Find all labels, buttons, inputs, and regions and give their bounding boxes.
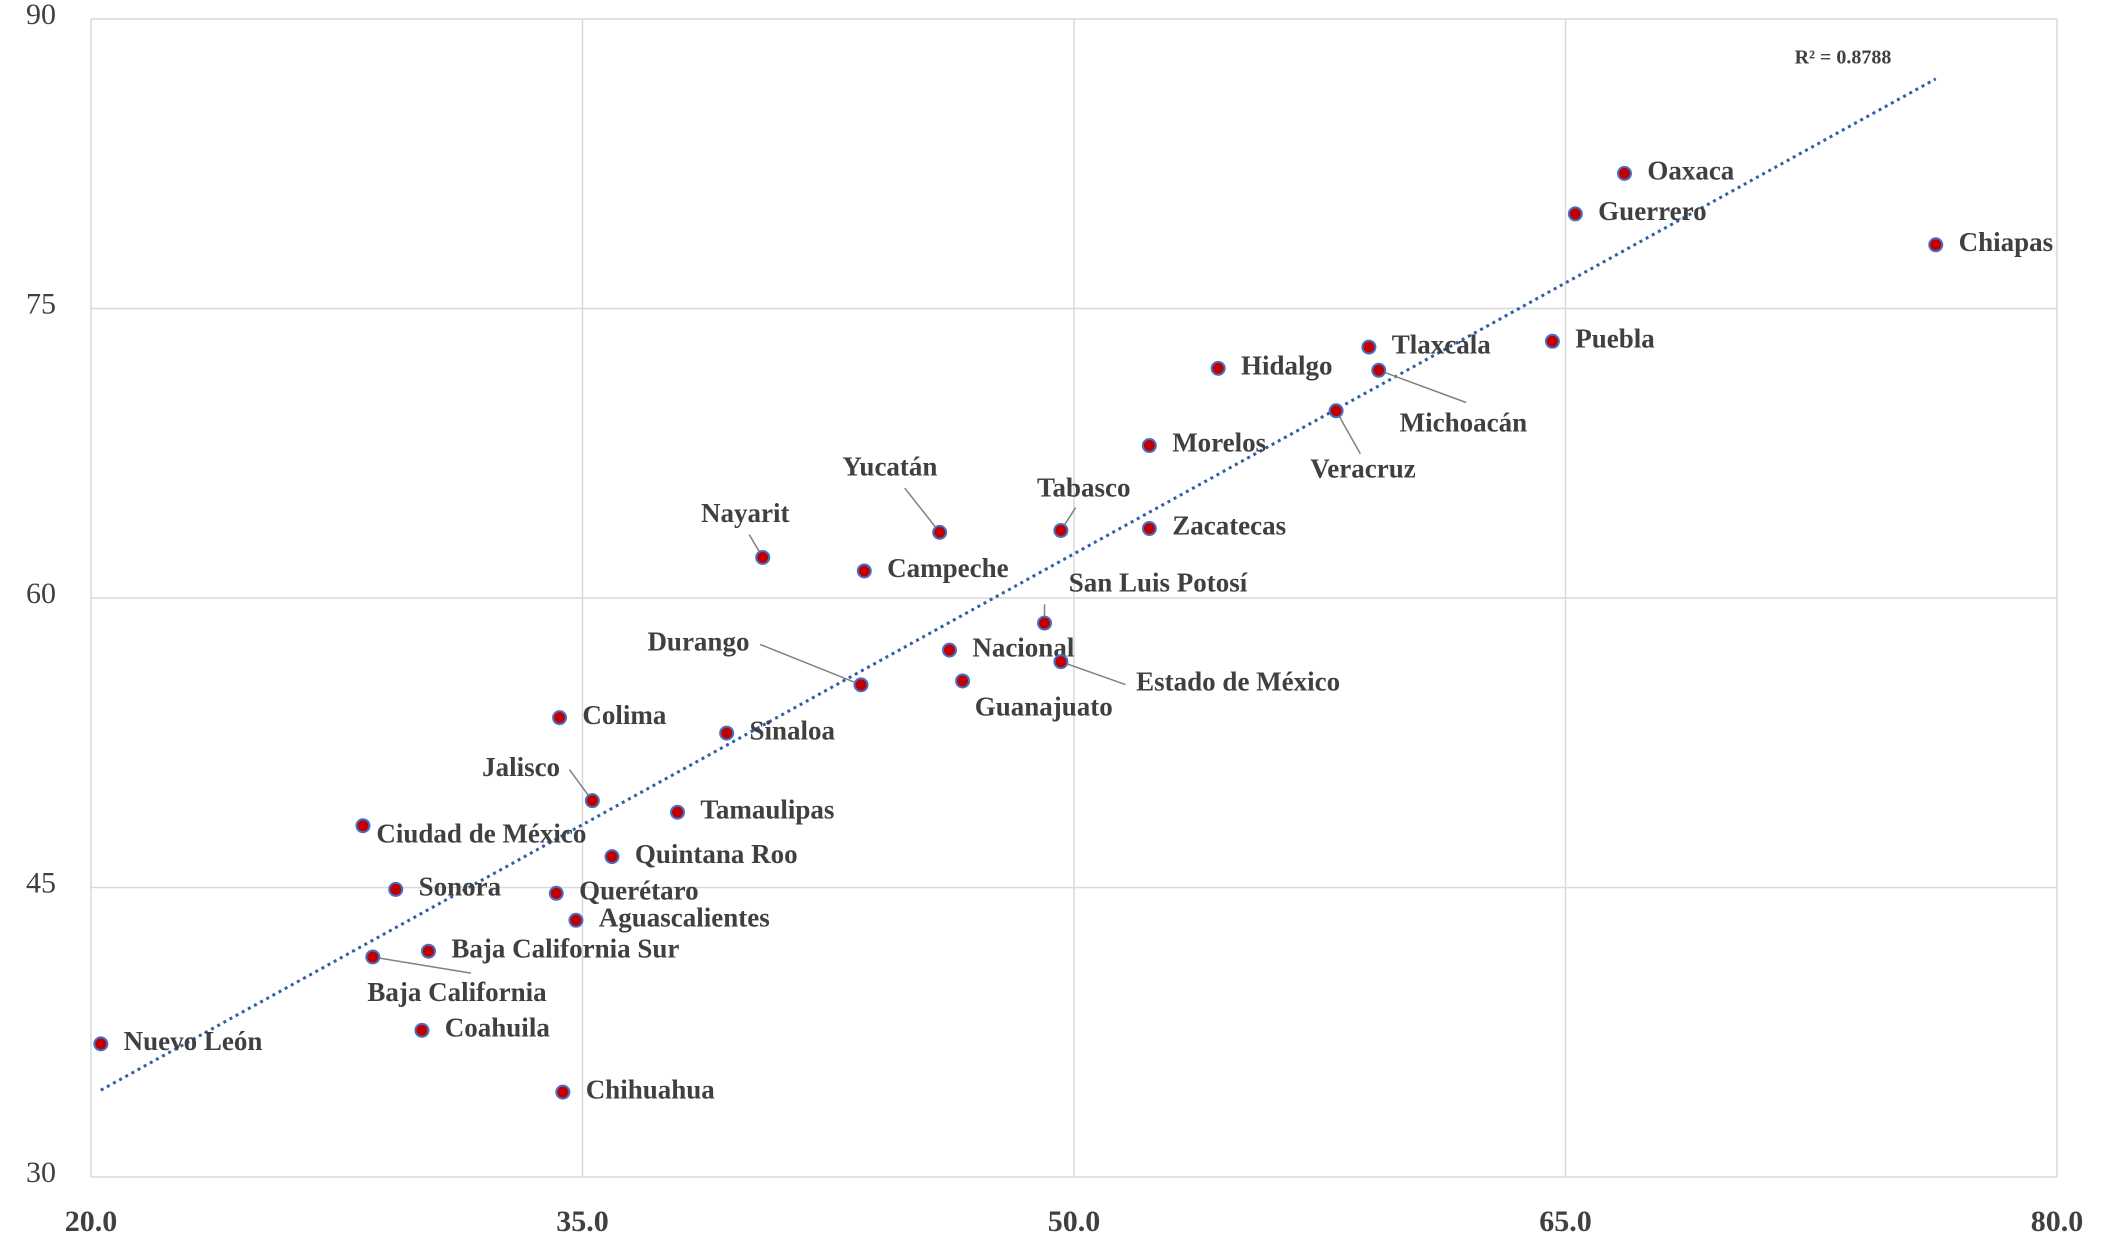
point <box>605 850 618 863</box>
point <box>720 727 733 740</box>
point-label: Morelos <box>1172 428 1266 458</box>
point <box>422 945 435 958</box>
point <box>1054 524 1067 537</box>
point <box>1372 364 1385 377</box>
point-label: Sonora <box>419 872 502 902</box>
point <box>1038 617 1051 630</box>
point-label: Sinaloa <box>750 715 836 745</box>
point-label: Hidalgo <box>1241 351 1333 381</box>
point <box>569 914 582 927</box>
point-label: Estado de México <box>1136 667 1340 697</box>
point-label: Campeche <box>887 553 1008 583</box>
point <box>1618 167 1631 180</box>
point <box>556 1086 569 1099</box>
point-label: Yucatán <box>842 451 937 481</box>
point-label: Durango <box>647 627 749 657</box>
background <box>0 0 2108 1242</box>
point <box>356 819 369 832</box>
point <box>933 526 946 539</box>
point <box>1362 341 1375 354</box>
point <box>415 1024 428 1037</box>
point-label: Baja California <box>367 977 547 1007</box>
point <box>389 883 402 896</box>
point-label: Chihuahua <box>586 1074 716 1104</box>
r-squared-annotation: R² = 0.8788 <box>1795 47 1892 69</box>
point <box>550 887 563 900</box>
point-label: Colima <box>582 700 666 730</box>
point-label: Nuevo León <box>124 1026 263 1056</box>
point-label: Michoacán <box>1400 408 1528 438</box>
chart: R² = 0.8788 30 45 60 75 90 20.0 35.0 50.0 65.0 80… <box>0 0 2108 1242</box>
point <box>366 950 379 963</box>
point-label: Quintana Roo <box>635 839 798 869</box>
point-label: Ciudad de México <box>376 819 586 849</box>
point-label: Baja California Sur <box>451 933 679 963</box>
point <box>1929 238 1942 251</box>
point-label: Zacatecas <box>1172 511 1286 541</box>
point <box>553 711 566 724</box>
point <box>671 806 684 819</box>
point-label: Nayarit <box>701 498 789 528</box>
x-tick-label: 50.0 <box>1048 1205 1101 1238</box>
y-tick-label: 30 <box>26 1156 56 1189</box>
x-tick-label: 35.0 <box>556 1205 609 1238</box>
point <box>586 794 599 807</box>
point-label: Querétaro <box>579 875 698 905</box>
point <box>858 564 871 577</box>
point-label: Puebla <box>1575 324 1655 354</box>
x-tick-label: 65.0 <box>1539 1205 1592 1238</box>
point-label: Guerrero <box>1598 196 1706 226</box>
y-tick-label: 75 <box>26 287 56 320</box>
point <box>1569 207 1582 220</box>
y-tick-label: 60 <box>26 577 56 610</box>
point-label: Aguascalientes <box>599 903 770 933</box>
point <box>756 551 769 564</box>
point <box>1546 335 1559 348</box>
y-tick-label: 45 <box>26 866 56 899</box>
point-label: Tabasco <box>1037 472 1131 502</box>
point-label: Guanajuato <box>975 691 1113 721</box>
point-label: Oaxaca <box>1647 156 1734 186</box>
point-label: Coahuila <box>445 1013 551 1043</box>
x-tick-label: 20.0 <box>65 1205 118 1238</box>
point <box>1143 439 1156 452</box>
point <box>1212 362 1225 375</box>
point-label: Tamaulipas <box>700 794 834 824</box>
point-label: Veracruz <box>1310 453 1415 483</box>
point <box>943 644 956 657</box>
point <box>1054 655 1067 668</box>
point-label: Jalisco <box>482 752 560 782</box>
point <box>1330 404 1343 417</box>
point <box>956 674 969 687</box>
y-tick-label: 90 <box>26 0 56 31</box>
point-label: Tlaxcala <box>1392 329 1491 359</box>
point <box>94 1037 107 1050</box>
point-label: San Luis Potosí <box>1069 568 1248 598</box>
x-tick-label: 80.0 <box>2031 1205 2084 1238</box>
point <box>855 678 868 691</box>
point <box>1143 522 1156 535</box>
point-label: Chiapas <box>1959 227 2054 257</box>
